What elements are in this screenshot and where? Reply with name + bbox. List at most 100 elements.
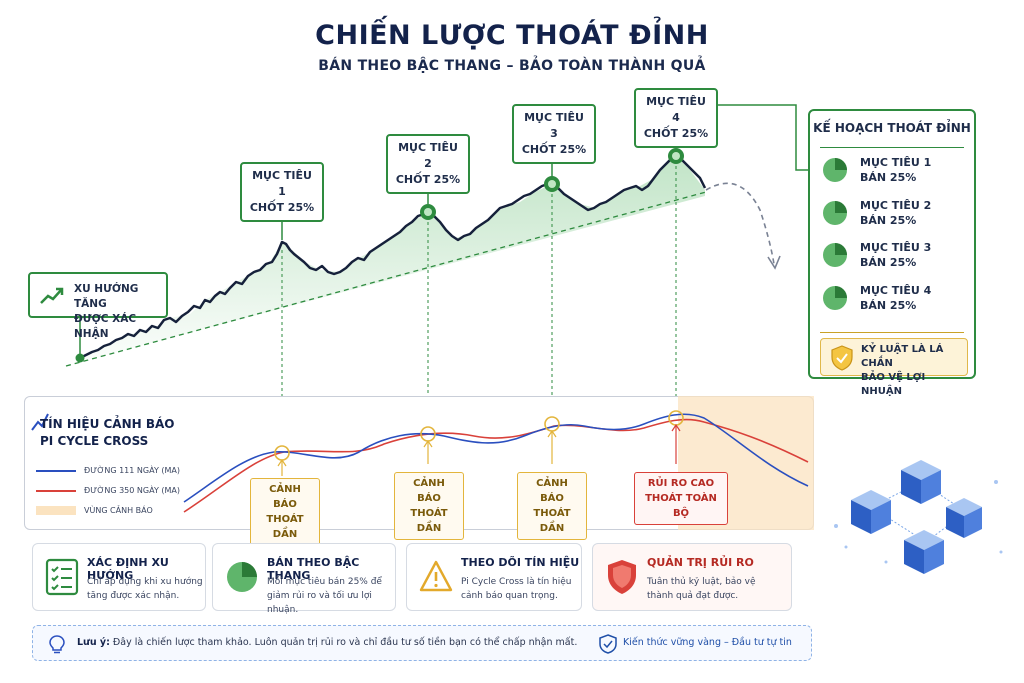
page-subtitle: BÁN THEO BẬC THANG – BẢO TOÀN THÀNH QUẢ [318,58,706,74]
legend-swatch-zone [36,506,76,515]
plan-item-2-action: BÁN 25% [860,214,917,227]
pie-chart-icon [823,158,847,182]
page-title: CHIẾN LƯỢC THOÁT ĐỈNH [315,20,709,51]
price-line [79,154,707,360]
target-marker-3 [544,176,560,192]
trend-confirm-box: XU HƯỚNG TĂNG ĐƯỢC XÁC NHẬN [28,272,168,340]
pie-chart-icon [227,562,257,592]
card-signal-desc: Pi Cycle Cross là tín hiệu cảnh báo quan… [461,577,572,601]
warning-3-line2: THOÁT DẦN [533,508,571,534]
projected-decline [705,182,775,265]
cross-marker-3 [544,416,560,432]
exit-plan-divider-2 [820,332,964,333]
card-trend-desc: Chỉ áp dụng khi xu hướng tăng được xác n… [87,577,203,601]
plan-item-1-action: BÁN 25% [860,171,917,184]
target-2-action: CHỐT 25% [395,173,461,186]
legend-ma-111-label: ĐƯỜNG 111 NGÀY (MA) [84,466,180,475]
target-1-title: MỤC TIÊU 1 [252,169,312,198]
plan-item-4-action: BÁN 25% [860,299,917,312]
profit-area [80,156,705,362]
price-diagram [65,104,808,400]
node-cube-3 [946,498,982,538]
lightbulb-icon [49,635,65,654]
trend-confirm-line2: ĐƯỢC XÁC NHẬN [74,313,137,340]
signal-title-line2: PI CYCLE CROSS [40,434,149,448]
card-trend-title: XÁC ĐỊNH XU HƯỚNG [87,556,169,582]
discipline-line1: KỶ LUẬT LÀ LÁ CHẮN [861,344,944,369]
target-callout-1: MỤC TIÊU 1 CHỐT 25% [240,162,324,222]
footer-note-text: Lưu ý: Đây là chiến lược tham khảo. Luôn… [77,637,577,648]
warning-label-4: RỦI RO CAO THOÁT TOÀN BỘ [634,472,728,525]
legend-ma-350-label: ĐƯỜNG 350 NGÀY (MA) [84,486,180,495]
connector-plan [688,104,808,171]
target-callout-2: MỤC TIÊU 2 CHỐT 25% [386,134,470,194]
warning-1-line2: THOÁT DẦN [266,514,304,540]
card-ladder: BÁN THEO BẬC THANG Mỗi mục tiêu bán 25% … [212,543,396,615]
legend-ma-350: ĐƯỜNG 350 NGÀY (MA) [36,486,180,495]
checklist-icon [45,558,79,596]
trend-up-icon [38,284,66,308]
warning-4-line2: THOÁT TOÀN BỘ [645,493,717,519]
legend-ma-111: ĐƯỜNG 111 NGÀY (MA) [36,466,180,475]
plan-item-4: MỤC TIÊU 4 BÁN 25% [822,281,972,317]
exit-plan-title: KẾ HOẠCH THOÁT ĐỈNH [813,121,971,135]
trend-start-dot [75,353,85,363]
target-callout-4: MỤC TIÊU 4 CHỐT 25% [634,88,718,148]
warning-1-line1: CẢNH BÁO [269,484,301,510]
card-signal-title: THEO DÕI TÍN HIỆU [461,556,580,569]
pie-chart-icon [823,243,847,267]
discipline-line2: BẢO VỆ LỢI NHUẬN [861,372,926,397]
warning-2-line1: CẢNH BÁO [413,478,445,504]
footer-note: Lưu ý: Đây là chiến lược tham khảo. Luôn… [32,625,812,661]
signal-title: TÍN HIỆU CẢNH BÁO PI CYCLE CROSS [40,416,175,450]
plan-item-3-action: BÁN 25% [860,256,917,269]
target-3-action: CHỐT 25% [521,143,587,156]
card-ladder-desc: Mỗi mục tiêu bán 25% để giảm rủi ro và t… [267,577,382,615]
warning-icon [419,560,453,592]
plan-item-1: MỤC TIÊU 1 BÁN 25% [822,153,972,189]
card-risk-desc: Tuân thủ kỷ luật, bảo vệ thành quả đạt đ… [647,577,756,601]
plan-item-3: MỤC TIÊU 3 BÁN 25% [822,238,972,274]
plan-item-2-title: MỤC TIÊU 2 [860,199,932,212]
footer-tagline: Kiến thức vững vàng – Đầu tư tự tin [623,637,792,648]
shield-icon [831,345,853,371]
node-cube-1 [851,490,891,534]
plan-item-2: MỤC TIÊU 2 BÁN 25% [822,196,972,232]
warning-3-line1: CẢNH BÁO [536,478,568,504]
node-cube-2 [901,460,941,504]
network-illustration [834,460,1003,574]
warning-label-3: CẢNH BÁO THOÁT DẦN [517,472,587,540]
target-1-action: CHỐT 25% [249,201,315,214]
warning-4-line1: RỦI RO CAO [647,478,715,489]
pie-chart-icon [823,286,847,310]
node-cube-4 [904,530,944,574]
exit-plan-divider [820,147,964,148]
legend-swatch-blue [36,469,76,472]
target-marker-4 [668,148,684,164]
target-marker-2 [420,204,436,220]
card-ladder-title: BÁN THEO BẬC THANG [267,556,360,582]
card-risk: QUẢN TRỊ RỦI RO Tuân thủ kỷ luật, bảo vệ… [592,543,792,611]
trend-confirm-label: XU HƯỚNG TĂNG ĐƯỢC XÁC NHẬN [74,282,166,342]
warning-2-line2: THOÁT DẦN [410,508,448,534]
target-3-title: MỤC TIÊU 3 [524,111,584,140]
legend-swatch-red [36,489,76,492]
footer-note-label: Lưu ý: [77,637,110,648]
shield-check-icon [599,634,617,654]
warning-label-2: CẢNH BÁO THOÁT DẦN [394,472,464,540]
projected-arrowhead [767,255,781,270]
plan-item-3-title: MỤC TIÊU 3 [860,241,932,254]
legend-zone-label: VÙNG CẢNH BÁO [84,506,153,515]
legend-zone: VÙNG CẢNH BÁO [36,506,153,515]
warning-label-1: CẢNH BÁO THOÁT DẦN [250,478,320,546]
ma-111-line [183,413,809,503]
signal-icon [31,413,49,431]
footer-note-body: Đây là chiến lược tham khảo. Luôn quản t… [112,637,578,648]
shield-icon [608,560,636,594]
discipline-badge: KỶ LUẬT LÀ LÁ CHẮN BẢO VỆ LỢI NHUẬN [820,338,968,397]
card-risk-title: QUẢN TRỊ RỦI RO [647,556,754,569]
pie-chart-icon [823,201,847,225]
target-2-title: MỤC TIÊU 2 [398,141,458,170]
card-signal: THEO DÕI TÍN HIỆU Pi Cycle Cross là tín … [406,543,582,611]
target-callout-3: MỤC TIÊU 3 CHỐT 25% [512,104,596,164]
